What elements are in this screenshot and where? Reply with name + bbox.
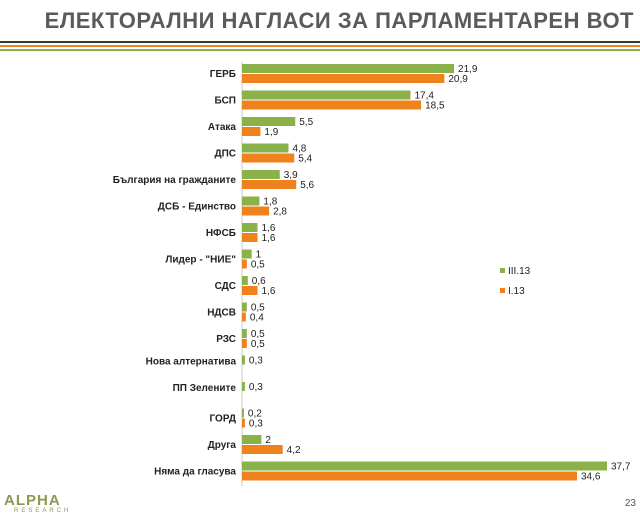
header-rule-dark [0,41,640,43]
data-label: 0,3 [249,356,263,367]
data-label: 2 [265,435,271,446]
data-label: 4,2 [287,445,301,456]
bar-series2 [242,339,247,348]
bar-series1 [242,408,244,418]
bar-series1 [242,355,245,365]
data-label: 5,5 [299,117,313,128]
bar-series2 [242,471,577,481]
bar-series1 [242,435,262,444]
bar-series2 [242,100,422,110]
bar-series1 [242,117,296,126]
data-label: 0,5 [251,339,265,350]
category-label: ГОРД [210,414,236,425]
page-number: 23 [624,498,636,509]
category-label: ГЕРБ [210,69,236,80]
category-label: ДСБ - Единство [158,202,236,213]
data-label: 20,9 [448,74,468,85]
data-label: 1,6 [261,233,275,244]
alpha-research-logo-sub: RESEARCH [14,508,72,514]
bar-series2 [242,445,283,454]
data-label: 1,8 [263,197,277,208]
data-label: 37,7 [611,462,631,473]
bar-series1 [242,90,411,100]
bar-series1 [242,64,455,73]
category-label: Друга [208,440,237,451]
category-label: НДСВ [207,308,236,319]
data-label: 4,8 [292,144,306,155]
data-label: 0,2 [248,409,262,420]
bar-series2 [242,418,245,428]
data-label: 1 [256,250,262,261]
category-label: Няма да гласува [154,467,236,478]
data-label: 1,6 [261,223,275,234]
legend-swatch-1 [500,268,505,273]
header-rule-green [0,49,640,51]
category-label: НФСБ [206,228,236,239]
category-label: ПП Зелените [173,383,237,394]
data-label: 0,5 [251,303,265,314]
bar-series2 [242,180,297,189]
data-label: 0,3 [249,419,263,430]
bar-series1 [242,302,247,312]
data-label: 34,6 [581,472,601,483]
bar-series2 [242,312,246,322]
bar-series1 [242,143,289,153]
bar-series1 [242,196,260,206]
category-label: Лидер - "НИЕ" [165,255,236,266]
bar-series2 [242,74,445,83]
category-label: Нова алтернатива [146,357,237,368]
bar-series1 [242,170,280,179]
chart-bars: ГЕРБ 21,920,9 БСП 17,418,5 Атака 5,5 1,9 ДПС 4,8… [113,62,631,486]
category-label: Атака [208,122,237,133]
data-label: 3,9 [284,170,298,181]
data-label: 5,6 [300,180,314,191]
alpha-research-logo: ALPHA [4,492,61,509]
category-label: РЗС [216,334,236,345]
bar-series2 [242,259,247,269]
data-label: 1,6 [261,286,275,297]
bar-series1 [242,276,248,285]
bar-series2 [242,286,258,295]
legend-label-2: I.13 [508,286,525,297]
data-label: 2,8 [273,207,287,218]
data-label: 17,4 [414,91,434,102]
bar-series1 [242,329,247,338]
bar-series2 [242,233,258,242]
data-label: 1,9 [264,127,278,138]
bar-series1 [242,249,252,259]
bar-series1 [242,461,607,471]
data-label: 18,5 [425,101,445,112]
legend-swatch-2 [500,288,505,293]
data-label: 0,6 [252,276,266,287]
data-label: 0,5 [251,329,265,340]
data-label: 5,4 [298,154,312,165]
bar-series2 [242,153,295,163]
category-label: ДПС [214,149,236,160]
bar-series1 [242,382,245,391]
data-label: 0,4 [250,313,264,324]
bar-series2 [242,206,270,216]
category-label: СДС [215,281,236,292]
header-rule-orange [0,45,640,47]
data-label: 0,3 [249,382,263,393]
category-label: България на гражданите [113,175,237,186]
data-label: 21,9 [458,64,478,75]
bar-series2 [242,127,261,136]
legend-label-1: III.13 [508,266,531,277]
category-label: БСП [215,96,236,107]
data-label: 0,5 [251,260,265,271]
page-title: ЕЛЕКТОРАЛНИ НАГЛАСИ ЗА ПАРЛАМЕНТАРЕН ВОТ [44,8,634,33]
bar-series1 [242,223,258,232]
chart-legend: III.13 I.13 [500,266,531,297]
